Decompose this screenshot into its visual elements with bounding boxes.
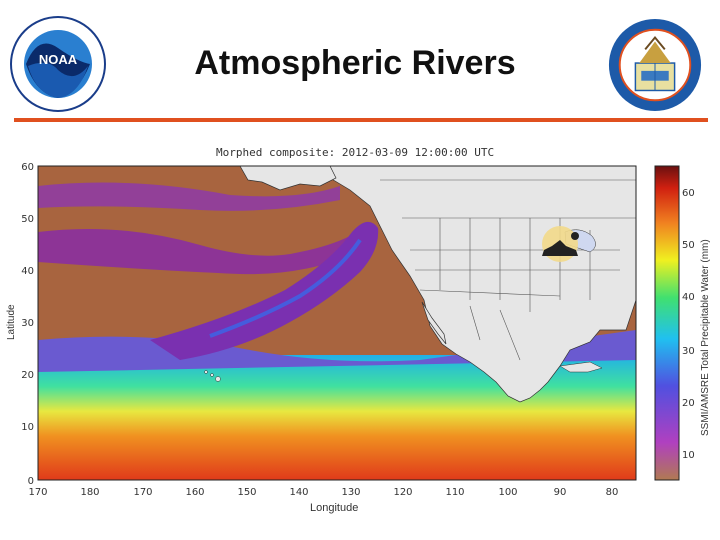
x-tick-9: 110 [445,487,464,498]
x-tick-8: 120 [393,487,412,498]
colorbar-title: SSMI/AMSRE Total Precipitable Water (mm) [700,239,711,436]
x-tick-5: 150 [237,487,256,498]
x-tick-11: 90 [554,487,567,498]
cb-tick-50: 50 [682,240,695,251]
y-tick-40: 40 [21,266,34,277]
y-tick-10: 10 [21,422,34,433]
y-tick-50: 50 [21,214,34,225]
cb-tick-40: 40 [682,292,695,303]
colorbar-tick-labels: 60 50 40 30 20 10 [682,188,695,461]
slide-title: Atmospheric Rivers [194,44,516,82]
y-tick-20: 20 [21,370,34,381]
cb-tick-20: 20 [682,398,695,409]
x-tick-4: 160 [185,487,204,498]
y-tick-60: 60 [21,162,34,173]
y-tick-0: 0 [28,476,34,487]
map-plot-area [38,166,636,480]
colorbar [654,165,680,481]
hawaii-islands [204,370,221,382]
x-tick-labels: 170 180 170 160 150 140 130 120 110 100 … [28,487,618,498]
cb-tick-30: 30 [682,346,695,357]
cartoon-silhouette-icon [542,226,579,262]
noaa-logo: NOAA [10,16,106,112]
x-tick-2: 180 [80,487,99,498]
x-tick-3: 170 [133,487,152,498]
x-tick-7: 130 [341,487,360,498]
noaa-wordmark: NOAA [39,52,78,67]
y-tick-labels: 60 50 40 30 20 10 0 [21,162,34,487]
map-frame [37,165,637,481]
x-tick-10: 100 [498,487,517,498]
y-axis-title: Latitude [6,304,17,340]
cb-tick-10: 10 [682,450,695,461]
x-tick-12: 80 [606,487,619,498]
y-tick-30: 30 [21,318,34,329]
department-of-commerce-seal [608,18,702,112]
x-axis-title: Longitude [310,502,359,514]
title-divider [14,118,708,122]
x-tick-6: 140 [289,487,308,498]
x-tick-1: 170 [28,487,47,498]
state-borders [380,179,636,361]
map-title: Morphed composite: 2012-03-09 12:00:00 U… [216,146,495,159]
cb-tick-60: 60 [682,188,695,199]
